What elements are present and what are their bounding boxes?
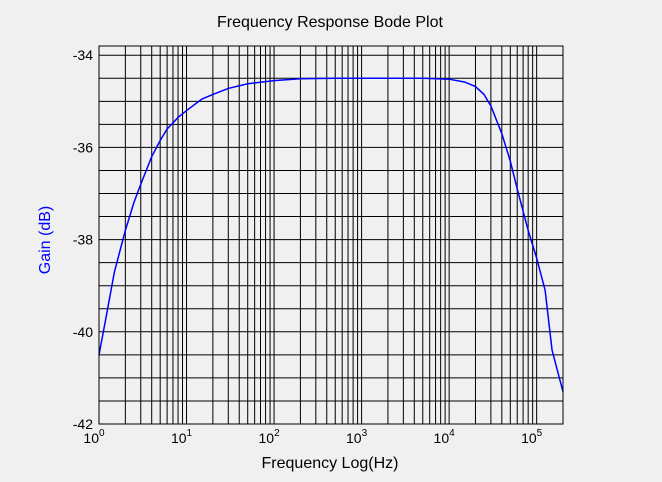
x-tick-exponent: 5 — [537, 428, 543, 439]
x-tick-base: 10 — [258, 430, 274, 446]
y-tick-labels: -34 -36 -38 -40 -42 — [73, 47, 93, 432]
chart-title: Frequency Response Bode Plot — [217, 14, 443, 31]
x-axis-label: Frequency Log(Hz) — [262, 455, 399, 472]
y-axis-label: Gain (dB) — [37, 206, 54, 274]
x-tick-label: 104 — [434, 428, 456, 446]
x-tick-label: 103 — [346, 428, 368, 446]
x-tick-exponent: 4 — [449, 428, 455, 439]
plot-frame — [98, 45, 564, 425]
x-tick-base: 10 — [434, 430, 450, 446]
x-tick-exponent: 0 — [99, 428, 105, 439]
x-tick-exponent: 2 — [274, 428, 280, 439]
y-tick-label: -34 — [73, 47, 93, 63]
x-tick-exponent: 3 — [362, 428, 368, 439]
x-tick-label: 102 — [258, 428, 280, 446]
x-tick-label: 100 — [83, 428, 105, 446]
x-tick-exponent: 1 — [187, 428, 193, 439]
x-tick-base: 10 — [521, 430, 537, 446]
y-tick-label: -36 — [73, 139, 93, 155]
x-tick-labels: 100 101 102 103 104 105 — [83, 428, 542, 446]
series-line-0 — [98, 77, 564, 392]
plot-series — [98, 77, 564, 392]
x-tick-base: 10 — [171, 430, 187, 446]
x-tick-label: 101 — [171, 428, 193, 446]
y-tick-label: -38 — [73, 232, 93, 248]
x-tick-label: 105 — [521, 428, 543, 446]
x-tick-base: 10 — [83, 430, 99, 446]
x-tick-base: 10 — [346, 430, 362, 446]
y-tick-label: -40 — [73, 324, 93, 340]
y-tick-label: -42 — [73, 416, 93, 432]
